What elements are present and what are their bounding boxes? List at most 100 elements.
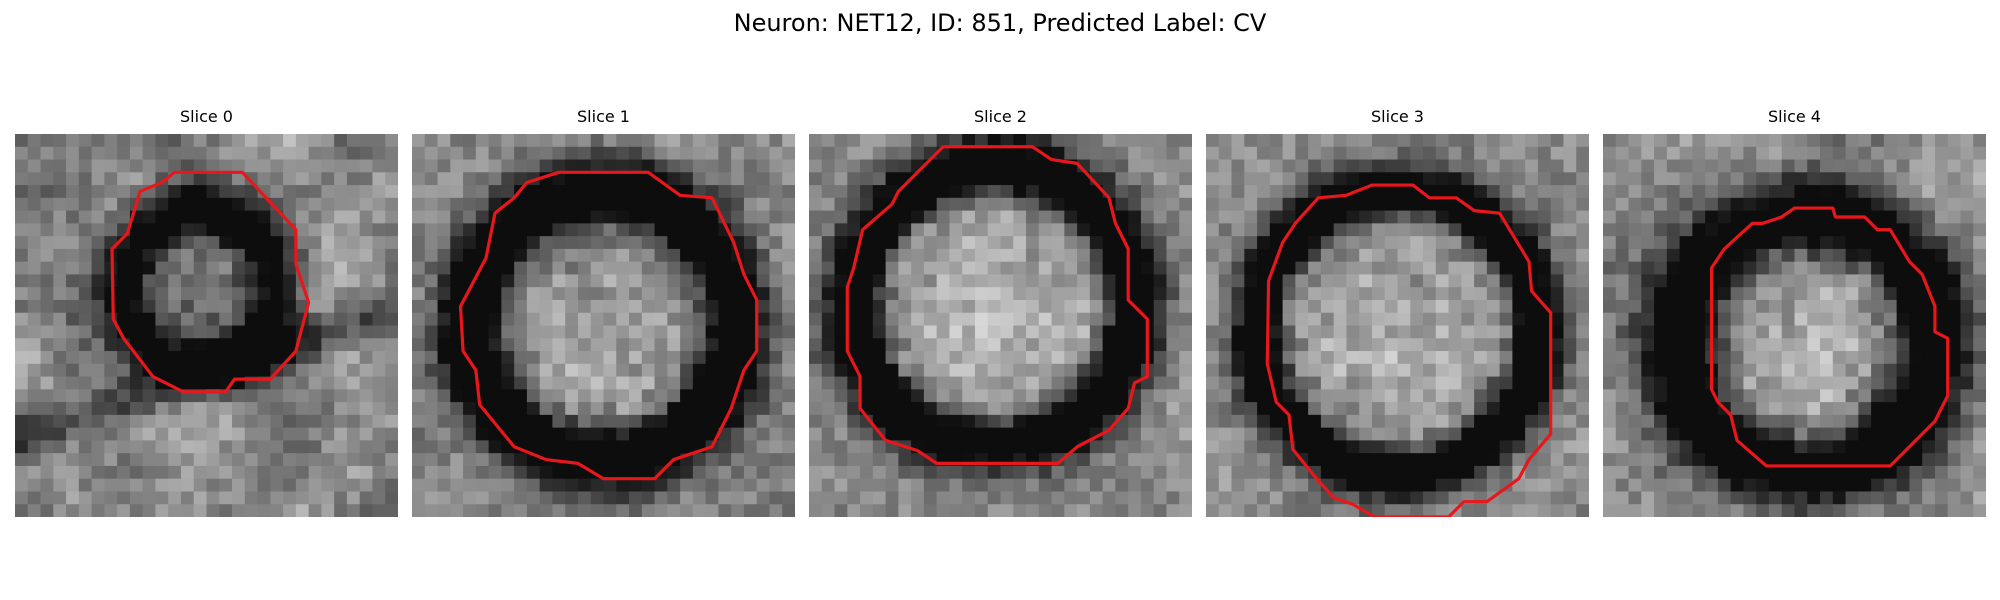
image-pixel [1064,134,1077,147]
image-pixel [1756,134,1769,147]
image-pixel [835,466,848,479]
image-pixel [372,504,385,517]
image-pixel [1782,147,1795,160]
image-pixel [1128,479,1141,492]
image-pixel [168,313,181,326]
image-pixel [1436,160,1449,173]
image-pixel [1551,300,1564,313]
image-pixel [1398,211,1411,224]
image-pixel [1398,236,1411,249]
image-pixel [489,274,502,287]
image-pixel [1563,351,1576,364]
image-pixel [1692,313,1705,326]
image-pixel [28,172,41,185]
image-pixel [1680,440,1693,453]
image-pixel [949,198,962,211]
image-pixel [219,415,232,428]
image-pixel [527,300,540,313]
image-pixel [309,274,322,287]
image-pixel [1897,364,1910,377]
image-pixel [207,185,220,198]
image-pixel [540,185,553,198]
image-pixel [463,236,476,249]
image-pixel [1219,223,1232,236]
image-pixel [769,415,782,428]
image-pixel [1295,287,1308,300]
image-pixel [321,415,334,428]
image-pixel [41,198,54,211]
image-pixel [1641,338,1654,351]
image-pixel [66,466,79,479]
image-pixel [1461,172,1474,185]
image-pixel [540,313,553,326]
image-pixel [1321,160,1334,173]
image-pixel [1449,287,1462,300]
image-pixel [1756,415,1769,428]
image-pixel [911,326,924,339]
image-pixel [1449,351,1462,364]
image-pixel [1398,440,1411,453]
image-pixel [1769,249,1782,262]
image-pixel [1973,326,1986,339]
image-pixel [1871,338,1884,351]
image-pixel [1244,491,1257,504]
image-pixel [92,504,105,517]
image-pixel [1295,185,1308,198]
image-pixel [1410,300,1423,313]
image-pixel [1321,504,1334,517]
image-pixel [1629,504,1642,517]
image-pixel [860,351,873,364]
image-pixel [1064,274,1077,287]
image-pixel [66,172,79,185]
image-pixel [1372,313,1385,326]
image-pixel [1512,415,1525,428]
image-pixel [1154,274,1167,287]
image-pixel [66,185,79,198]
image-pixel [130,428,143,441]
image-pixel [782,326,795,339]
image-pixel [143,134,156,147]
image-pixel [1871,134,1884,147]
image-pixel [1512,428,1525,441]
image-pixel [463,428,476,441]
image-pixel [514,338,527,351]
image-pixel [886,377,899,390]
image-pixel [642,351,655,364]
image-pixel [1897,134,1910,147]
image-pixel [1244,377,1257,390]
image-pixel [809,211,822,224]
image-pixel [1103,351,1116,364]
image-pixel [706,274,719,287]
image-pixel [1680,338,1693,351]
image-pixel [578,504,591,517]
image-pixel [1858,287,1871,300]
image-pixel [1782,249,1795,262]
image-pixel [1487,262,1500,275]
image-pixel [1884,134,1897,147]
slice-title: Slice 3 [1206,105,1589,129]
image-pixel [1897,160,1910,173]
image-pixel [873,351,886,364]
image-pixel [809,287,822,300]
image-pixel [1807,147,1820,160]
image-pixel [1077,223,1090,236]
image-pixel [1385,415,1398,428]
image-pixel [1858,147,1871,160]
image-pixel [232,415,245,428]
image-pixel [1563,453,1576,466]
image-pixel [1795,440,1808,453]
image-pixel [258,466,271,479]
image-pixel [130,262,143,275]
image-pixel [962,249,975,262]
image-pixel [642,223,655,236]
image-pixel [1039,504,1052,517]
image-pixel [270,415,283,428]
image-pixel [1769,326,1782,339]
image-pixel [642,134,655,147]
image-pixel [680,147,693,160]
image-pixel [1128,262,1141,275]
image-pixel [92,479,105,492]
image-pixel [53,134,66,147]
image-pixel [565,147,578,160]
image-pixel [1820,338,1833,351]
